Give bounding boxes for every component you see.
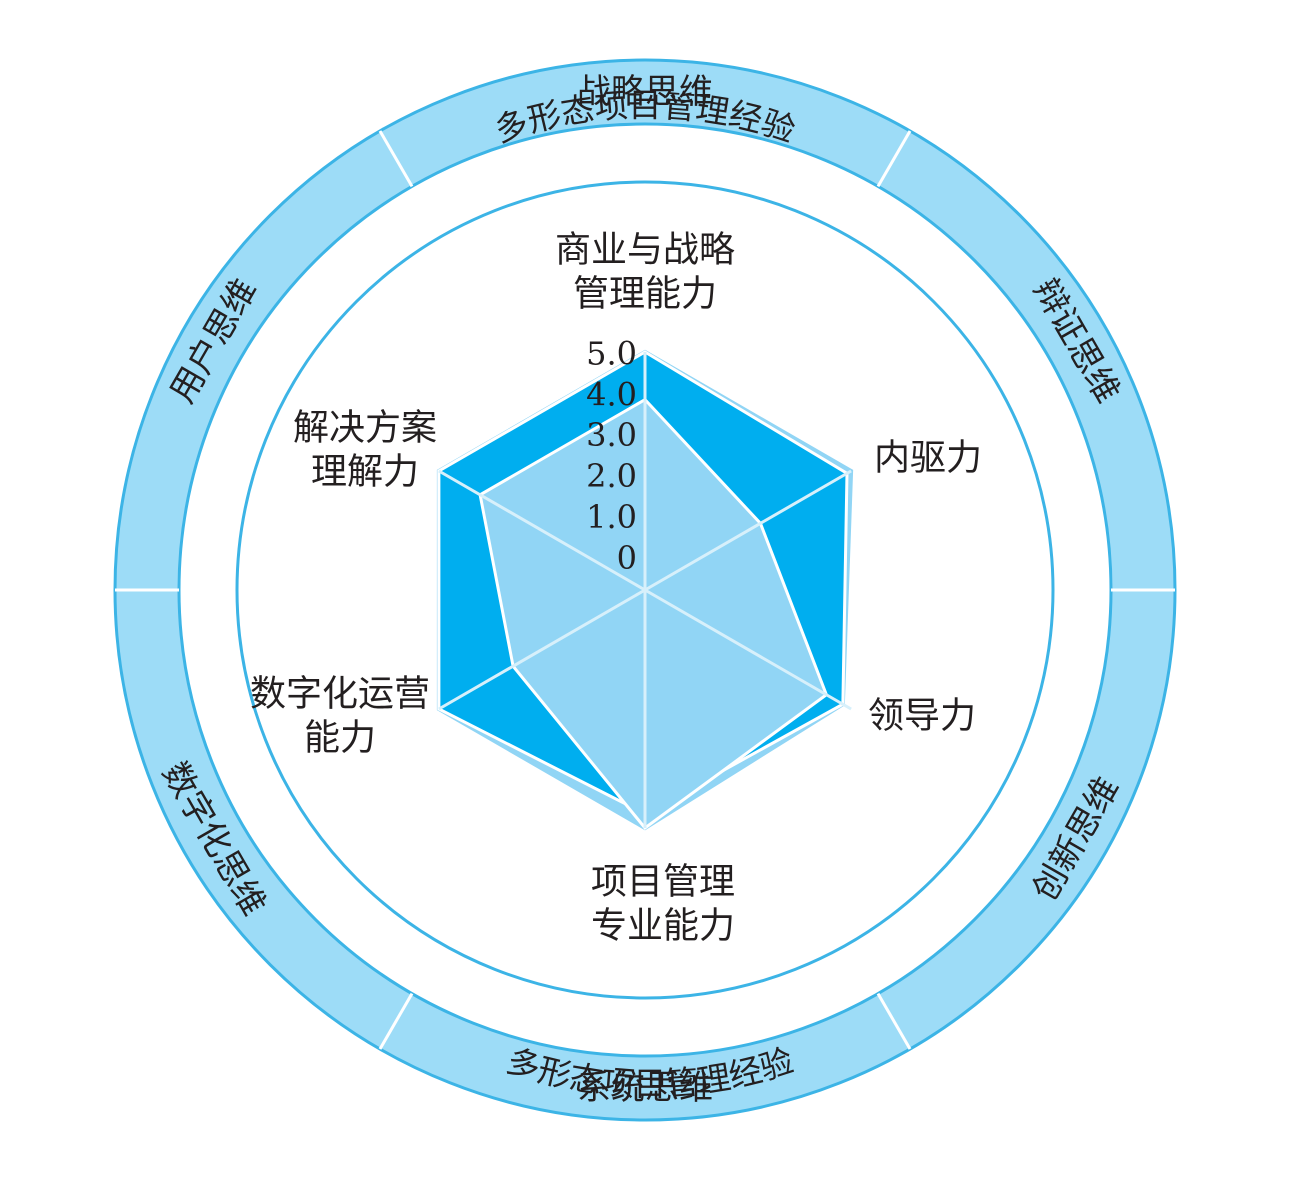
radar-spoke xyxy=(644,588,852,711)
radar-axis-label: 能力 xyxy=(304,718,376,759)
radar-axis-label: 理解力 xyxy=(311,452,419,493)
ring-segment-label: 战略思维 xyxy=(577,72,713,112)
radar-tick-label: 3.0 xyxy=(586,416,637,454)
radar-tick-label: 0 xyxy=(617,539,637,577)
radar-tick-label: 2.0 xyxy=(586,457,637,495)
ring-segment-label: 系统思维 xyxy=(577,1068,713,1108)
radar-tick-label: 4.0 xyxy=(586,375,637,413)
radar-axis-label: 领导力 xyxy=(868,696,976,737)
ring-divider xyxy=(378,130,414,188)
radar-spoke xyxy=(438,588,646,711)
radar-axis-label: 内驱力 xyxy=(874,438,982,479)
radar-spoke xyxy=(438,469,646,592)
radar-axis-label: 商业与战略 xyxy=(555,230,735,271)
radar-tick-label: 1.0 xyxy=(586,498,637,536)
radar-axis-label: 数字化运营 xyxy=(250,674,430,715)
radar-axis-label: 项目管理 xyxy=(591,862,735,903)
radar-axis-label: 管理能力 xyxy=(573,274,717,315)
ring-divider xyxy=(378,992,414,1050)
ring-divider xyxy=(876,992,912,1050)
radar-spoke xyxy=(644,469,852,592)
ring-divider xyxy=(876,130,912,188)
ring-dividers xyxy=(115,130,1175,1050)
radar-chart: 01.02.03.04.05.0 商业与战略管理能力内驱力领导力项目管理专业能力… xyxy=(250,230,982,947)
radar-tick-label: 5.0 xyxy=(586,334,637,372)
radar-axis-label: 专业能力 xyxy=(591,906,735,947)
radar-axis-label: 解决方案 xyxy=(293,408,437,449)
